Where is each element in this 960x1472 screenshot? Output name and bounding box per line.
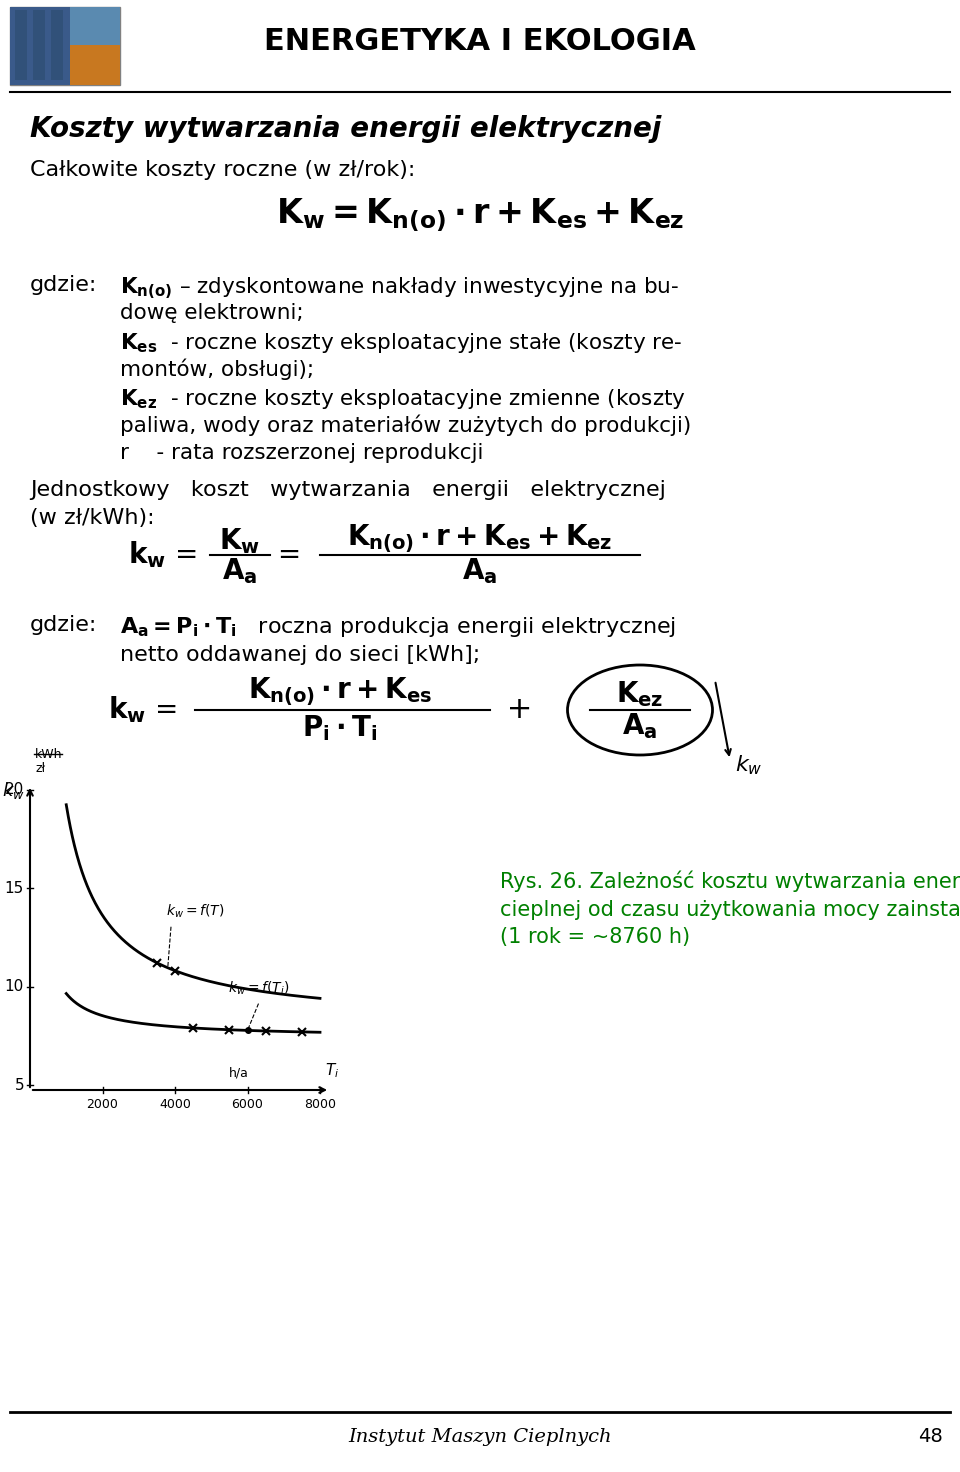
Bar — [10, 7, 70, 85]
Text: $\mathbf{A_a}$: $\mathbf{A_a}$ — [622, 711, 658, 740]
Text: $\mathbf{K_{n(o)}}$ – zdyskontowane nakłady inwestycyjne na bu-: $\mathbf{K_{n(o)}}$ – zdyskontowane nakł… — [120, 275, 679, 300]
Text: gdzie:: gdzie: — [30, 275, 97, 294]
Text: zł: zł — [35, 762, 45, 774]
Bar — [70, 46, 120, 85]
Text: $\mathbf{K_{ez}}$  - roczne koszty eksploatacyjne zmienne (koszty: $\mathbf{K_{ez}}$ - roczne koszty eksplo… — [120, 387, 686, 411]
Text: montów, obsługi);: montów, obsługi); — [120, 359, 314, 380]
Text: $k_w$: $k_w$ — [2, 780, 25, 801]
Text: Całkowite koszty roczne (w zł/rok):: Całkowite koszty roczne (w zł/rok): — [30, 160, 416, 180]
Text: $\mathbf{P_i \cdot T_i}$: $\mathbf{P_i \cdot T_i}$ — [302, 712, 378, 743]
Text: $\mathbf{k_w}$ =: $\mathbf{k_w}$ = — [129, 540, 200, 570]
Bar — [33, 10, 45, 79]
Text: kWh: kWh — [35, 748, 62, 761]
Text: $k_w=f(T_i)$: $k_w=f(T_i)$ — [228, 979, 290, 997]
Text: 2000: 2000 — [86, 1098, 118, 1111]
Text: Jednostkowy   koszt   wytwarzania   energii   elektrycznej: Jednostkowy koszt wytwarzania energii el… — [30, 480, 666, 500]
Text: (w zł/kWh):: (w zł/kWh): — [30, 508, 155, 528]
Text: r    - rata rozszerzonej reprodukcji: r - rata rozszerzonej reprodukcji — [120, 443, 484, 464]
Text: Rys. 26. Zależność kosztu wytwarzania energii w elektrowni
cieplnej od czasu uży: Rys. 26. Zależność kosztu wytwarzania en… — [500, 870, 960, 948]
Text: 48: 48 — [918, 1428, 943, 1447]
Bar — [51, 10, 63, 79]
Bar — [70, 7, 120, 46]
Text: ENERGETYKA I EKOLOGIA: ENERGETYKA I EKOLOGIA — [264, 28, 696, 56]
Text: netto oddawanej do sieci [kWh];: netto oddawanej do sieci [kWh]; — [120, 645, 480, 665]
Text: $\mathbf{K_w}$: $\mathbf{K_w}$ — [220, 526, 260, 556]
Bar — [15, 10, 27, 79]
Text: gdzie:: gdzie: — [30, 615, 97, 634]
Text: h/a: h/a — [228, 1067, 249, 1080]
Text: +: + — [497, 695, 542, 724]
Text: Koszty wytwarzania energii elektrycznej: Koszty wytwarzania energii elektrycznej — [30, 115, 661, 143]
Text: $\mathbf{K_{n(o)} \cdot r + K_{es} + K_{ez}}$: $\mathbf{K_{n(o)} \cdot r + K_{es} + K_{… — [348, 523, 612, 556]
Text: $\mathbf{A_a}$: $\mathbf{A_a}$ — [463, 556, 497, 586]
Bar — [10, 7, 120, 85]
Text: paliwa, wody oraz materiałów zużytych do produkcji): paliwa, wody oraz materiałów zużytych do… — [120, 415, 691, 437]
Text: $\mathbf{A_a = P_i \cdot T_i}$   roczna produkcja energii elektrycznej: $\mathbf{A_a = P_i \cdot T_i}$ roczna pr… — [120, 615, 676, 639]
Text: $\mathbf{k_w}$ =: $\mathbf{k_w}$ = — [108, 695, 180, 726]
Text: 6000: 6000 — [231, 1098, 263, 1111]
Text: 4000: 4000 — [159, 1098, 191, 1111]
Text: $k_w$: $k_w$ — [735, 754, 762, 777]
Text: $T_i$: $T_i$ — [325, 1061, 339, 1080]
Text: 15: 15 — [5, 880, 24, 896]
Text: =: = — [270, 542, 311, 570]
Text: $\mathbf{K_w = K_{n(o)} \cdot r + K_{es} + K_{ez}}$: $\mathbf{K_w = K_{n(o)} \cdot r + K_{es}… — [276, 196, 684, 234]
Text: 10: 10 — [5, 979, 24, 994]
Text: $\mathbf{K_{ez}}$: $\mathbf{K_{ez}}$ — [616, 679, 663, 710]
Text: dowę elektrowni;: dowę elektrowni; — [120, 303, 303, 322]
Text: $\mathbf{K_{es}}$  - roczne koszty eksploatacyjne stałe (koszty re-: $\mathbf{K_{es}}$ - roczne koszty eksplo… — [120, 331, 683, 355]
Text: 20: 20 — [5, 783, 24, 798]
Text: 5: 5 — [14, 1078, 24, 1092]
Text: Instytut Maszyn Cieplnych: Instytut Maszyn Cieplnych — [348, 1428, 612, 1446]
Text: $\mathbf{A_a}$: $\mathbf{A_a}$ — [223, 556, 257, 586]
Text: 8000: 8000 — [304, 1098, 336, 1111]
Text: $k_w=f(T)$: $k_w=f(T)$ — [166, 902, 225, 920]
Text: $\mathbf{K_{n(o)} \cdot r + K_{es}}$: $\mathbf{K_{n(o)} \cdot r + K_{es}}$ — [248, 676, 432, 710]
